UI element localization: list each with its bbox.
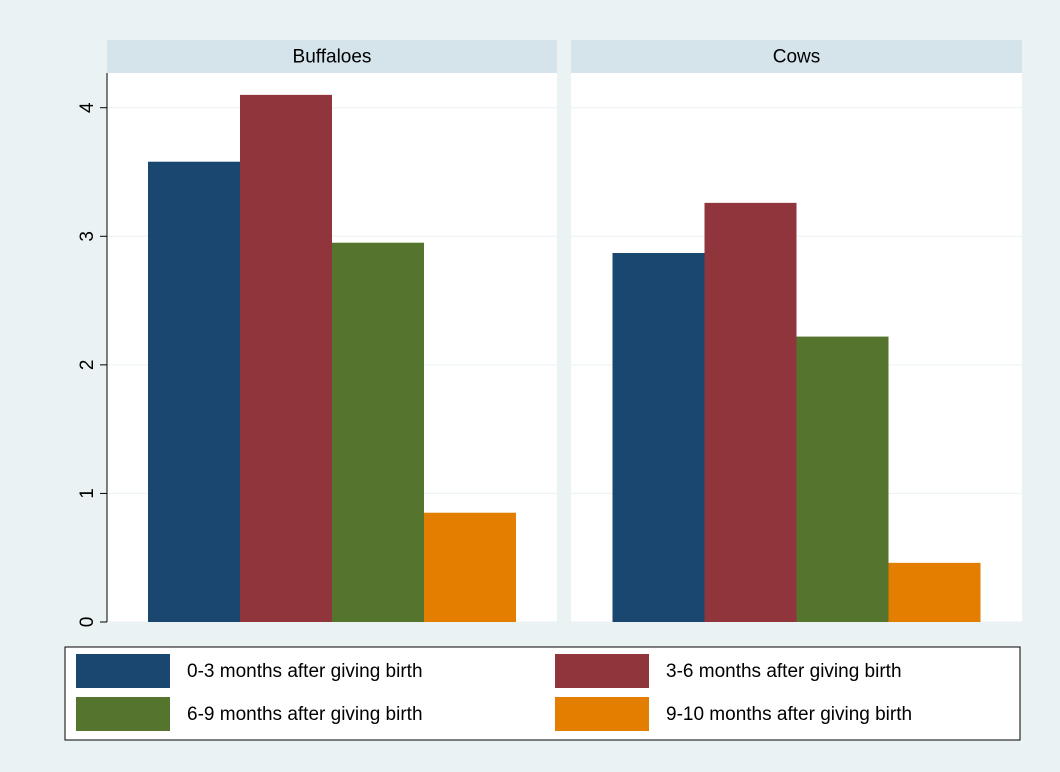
legend-swatch xyxy=(555,697,649,731)
y-tick-label: 4 xyxy=(77,102,98,113)
y-tick-label: 2 xyxy=(77,360,98,371)
y-tick-label: 1 xyxy=(77,488,98,499)
bar xyxy=(796,336,889,622)
panel-title: Buffaloes xyxy=(293,47,372,68)
panel-header xyxy=(571,40,1022,73)
legend-label: 0-3 months after giving birth xyxy=(187,661,423,682)
bar xyxy=(704,202,797,622)
y-tick-label: 0 xyxy=(77,617,98,628)
bar xyxy=(148,161,240,622)
bar xyxy=(240,94,332,623)
legend-swatch xyxy=(555,654,649,688)
panel-header xyxy=(107,40,557,73)
legend-box xyxy=(64,646,1021,741)
bar xyxy=(332,242,424,622)
bar xyxy=(888,562,981,622)
bar xyxy=(424,512,516,622)
legend-label: 9-10 months after giving birth xyxy=(666,704,912,725)
legend-swatch xyxy=(76,697,170,731)
legend-label: 3-6 months after giving birth xyxy=(666,661,902,682)
panel-title: Cows xyxy=(773,47,821,68)
y-tick-label: 3 xyxy=(77,231,98,242)
bar xyxy=(612,253,705,622)
legend-label: 6-9 months after giving birth xyxy=(187,704,423,725)
legend-swatch xyxy=(76,654,170,688)
